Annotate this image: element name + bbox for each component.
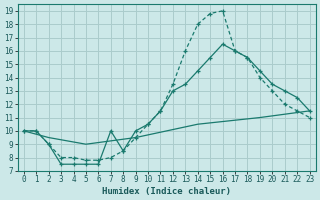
X-axis label: Humidex (Indice chaleur): Humidex (Indice chaleur)	[102, 187, 231, 196]
